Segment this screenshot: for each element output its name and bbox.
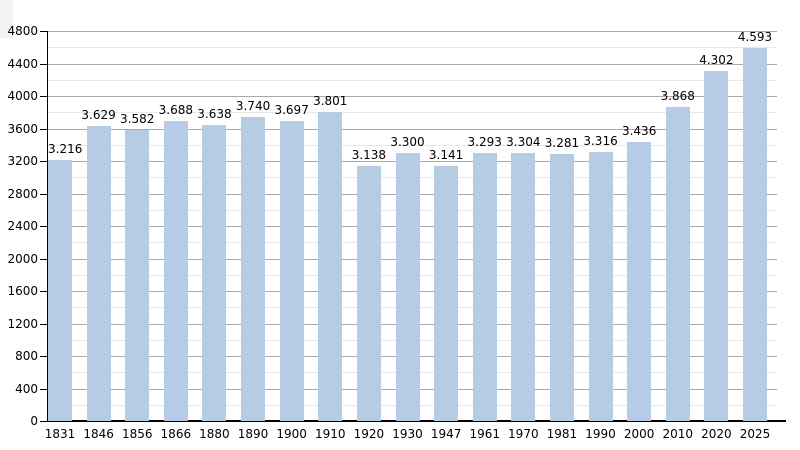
bar-value-label: 4.302 [699, 53, 734, 68]
bar [627, 141, 652, 421]
bar-value-label: 3.697 [274, 102, 309, 117]
bar-value-label: 3.281 [544, 136, 580, 151]
bar [549, 154, 574, 421]
y-axis-label: 4800 [7, 24, 38, 38]
bar-value-label: 3.868 [660, 88, 695, 103]
x-axis-label: 1961 [469, 427, 500, 441]
y-tick [40, 388, 47, 390]
y-axis-line [47, 31, 48, 421]
y-tick [40, 323, 47, 325]
y-tick [40, 161, 47, 162]
bar-value-label: 3.304 [506, 134, 541, 149]
corner-artifact [0, 0, 13, 38]
x-axis-label: 1866 [160, 427, 192, 441]
y-tick [40, 63, 47, 65]
x-axis-label: 1890 [237, 427, 269, 441]
bar-value-label: 3.801 [313, 94, 348, 109]
y-tick [40, 258, 47, 260]
y-axis-label: 4400 [7, 56, 38, 71]
bar-value-label: 3.740 [235, 99, 271, 114]
bar [743, 47, 767, 421]
x-axis-label: 1900 [276, 427, 307, 441]
bar-value-label: 3.300 [390, 134, 425, 149]
bar [241, 117, 266, 421]
x-axis-label: 2020 [701, 427, 732, 441]
y-tick [40, 96, 47, 97]
bar [665, 106, 690, 421]
bar [202, 125, 227, 421]
bar [86, 126, 111, 421]
y-tick [40, 421, 47, 422]
y-axis-label: 3600 [7, 121, 38, 136]
bar-value-label: 3.688 [158, 103, 193, 118]
x-axis-label: 1947 [430, 427, 462, 441]
bar [163, 121, 188, 421]
gridline-minor [48, 112, 777, 114]
y-tick [40, 193, 47, 195]
y-axis-label: 2800 [7, 186, 38, 201]
y-tick [40, 31, 47, 32]
x-axis-label: 1846 [83, 427, 114, 441]
x-axis-line [47, 420, 786, 422]
gridline-major [48, 63, 777, 65]
x-axis-label: 1920 [353, 427, 385, 441]
y-tick [40, 226, 47, 227]
bar-value-label: 3.436 [621, 123, 657, 138]
bar [588, 151, 613, 421]
bar-value-label: 3.216 [48, 141, 83, 156]
gridline-minor [48, 79, 777, 81]
y-axis-label: 1600 [7, 284, 38, 298]
y-axis-label: 400 [15, 381, 38, 396]
y-axis-label: 0 [30, 414, 38, 428]
bar [472, 153, 497, 421]
bar [434, 165, 459, 421]
y-axis-label: 1200 [7, 316, 38, 331]
bar-value-label: 3.316 [583, 133, 618, 148]
bar [356, 166, 381, 421]
bar [318, 112, 343, 421]
x-axis-label: 1831 [44, 427, 76, 441]
y-axis-label: 2000 [7, 251, 38, 266]
bar [704, 71, 729, 421]
bar [511, 152, 536, 421]
bar-value-label: 4.593 [737, 29, 773, 44]
y-axis-label: 800 [15, 349, 38, 363]
bar-value-label: 3.638 [197, 107, 232, 122]
bar-value-label: 3.629 [81, 108, 116, 123]
bar-value-label: 3.293 [467, 135, 502, 150]
bar [279, 120, 304, 421]
x-axis-label: 2025 [739, 427, 771, 441]
x-axis-label: 1910 [314, 427, 346, 441]
bar-value-label: 3.138 [351, 148, 387, 163]
x-axis-label: 1930 [392, 427, 423, 441]
bar-value-label: 3.582 [120, 111, 155, 126]
bar [125, 129, 150, 421]
gridline-minor [48, 144, 777, 146]
y-tick [40, 291, 47, 292]
gridline-minor [48, 47, 777, 49]
y-tick [40, 356, 47, 357]
y-tick [40, 128, 47, 130]
x-axis-label: 2010 [662, 427, 694, 441]
bar [395, 152, 420, 421]
x-axis-label: 1981 [546, 427, 578, 441]
gridline-major [48, 96, 777, 97]
y-axis-label: 4000 [7, 89, 38, 103]
x-axis-label: 1880 [199, 427, 230, 441]
y-axis-label: 2400 [7, 219, 38, 233]
y-axis-label: 3200 [7, 154, 38, 168]
gridline-major [48, 128, 777, 130]
x-axis-label: 1990 [585, 427, 616, 441]
x-axis-label: 2000 [623, 427, 655, 441]
gridline-major [48, 31, 777, 32]
bar-value-label: 3.141 [428, 147, 464, 162]
x-axis-label: 1856 [121, 427, 153, 441]
x-axis-label: 1970 [508, 427, 539, 441]
bar [48, 159, 72, 421]
